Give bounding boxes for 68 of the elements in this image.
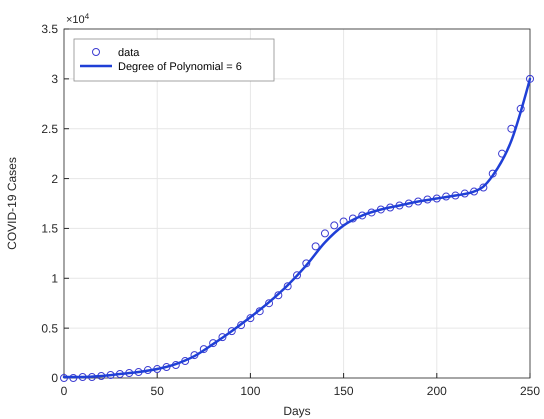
x-tick-label: 0 [60,384,68,398]
point [432,194,441,203]
point [451,192,460,200]
y-tick-label: 0 [51,371,58,386]
y-tick-label: 3.5 [41,22,58,36]
point [507,124,516,133]
point [330,221,338,230]
point [396,201,404,210]
point [526,74,534,83]
x-tick-label: 200 [426,384,448,398]
y-axis-title: COVID-19 Cases [5,157,19,250]
point [302,259,310,268]
point [60,374,68,382]
point [293,271,301,280]
legend-label: data [118,46,140,59]
point [88,373,96,382]
x-tick-label: 150 [334,384,354,398]
point [153,365,162,374]
point [460,190,469,198]
point [97,372,106,380]
point [218,333,226,342]
point [348,214,357,222]
point [106,371,115,380]
text: ×10$^{4}$ [66,12,90,26]
point [320,229,329,238]
point [162,363,171,372]
point [358,211,366,220]
point [423,196,432,204]
y-tick-label: 3 [51,72,58,86]
point [78,373,87,382]
point [69,374,78,382]
point [404,200,413,208]
point [265,299,274,308]
point [228,327,236,336]
point [442,192,450,201]
point [488,170,497,178]
point [274,291,282,300]
y-tick-label: 1.5 [41,222,58,236]
point [376,205,385,214]
x-axis-title: Days [283,404,311,418]
point [125,369,134,378]
point [200,345,208,354]
point [116,370,124,378]
point [479,184,488,192]
point [368,208,376,216]
point [284,282,292,290]
x-tick-label: 250 [520,384,540,398]
y-tick-label: 0.5 [41,321,58,336]
x-tick-label: 100 [240,384,261,398]
point [256,307,264,316]
point [516,104,525,113]
point [172,361,180,370]
point [190,351,198,360]
legend-label: Degree of Polynomial = 6 [118,60,242,73]
x-tick-label: 50 [150,384,164,398]
point [414,198,422,206]
point [386,203,394,212]
y-tick-label: 1 [51,271,58,286]
point [181,357,190,366]
y-tick-label: 2 [51,172,58,186]
point [209,339,218,348]
point [237,321,246,330]
point [470,188,478,196]
point [134,368,143,376]
point [246,314,254,322]
point [312,242,320,250]
point [144,366,152,374]
y-tick-label: 2.5 [41,122,58,136]
